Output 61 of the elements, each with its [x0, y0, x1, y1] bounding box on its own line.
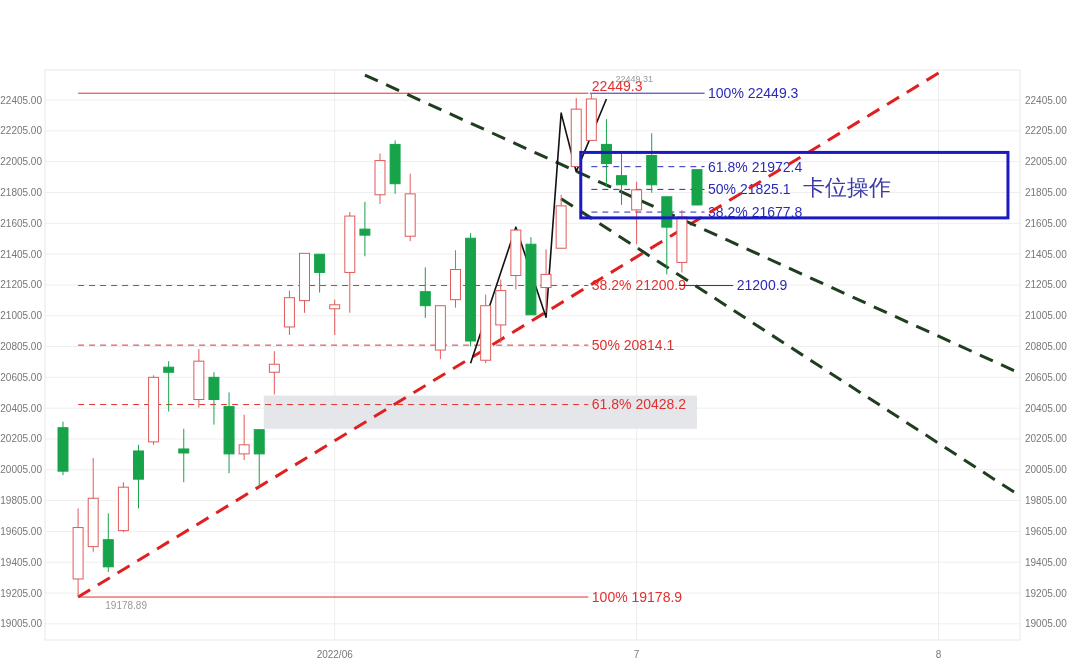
candlestick: [268, 350, 280, 395]
candlestick: [540, 248, 552, 314]
y2-tick-label: 21205.00: [1025, 279, 1068, 291]
candlestick: [616, 153, 627, 206]
ref-line-label: 38.2% 21200.9: [591, 277, 687, 294]
candlestick: [359, 201, 371, 257]
y2-tick-label: 19205.00: [1025, 587, 1068, 599]
x-tick-label: 8: [935, 649, 942, 660]
y2-tick-label: 20805.00: [1025, 341, 1068, 353]
y-tick-label: 20605.00: [0, 371, 43, 383]
y-tick-label: 22205.00: [0, 125, 43, 137]
x-tick-label: 2022/06: [316, 649, 354, 660]
y-tick-label: 22005.00: [0, 156, 43, 168]
y-tick-label: 19805.00: [0, 495, 43, 507]
annotation: 卡位操作: [802, 174, 891, 200]
y2-tick-label: 22405.00: [1025, 94, 1068, 106]
y2-tick-label: 20205.00: [1025, 433, 1068, 445]
x-tick-label: 7: [633, 649, 640, 660]
y2-tick-label: 21605.00: [1025, 217, 1068, 229]
y2-tick-label: 19005.00: [1025, 618, 1068, 630]
ref-line-label: 21200.9: [736, 277, 788, 294]
candlestick: [163, 360, 175, 413]
y-tick-label: 19405.00: [0, 556, 43, 568]
annotation: 19178.89: [105, 600, 148, 612]
y-tick-label: 21405.00: [0, 248, 43, 260]
y2-tick-label: 20605.00: [1025, 371, 1068, 383]
y2-tick-label: 19405.00: [1025, 556, 1068, 568]
y-tick-label: 21805.00: [0, 186, 43, 198]
y-tick-label: 20405.00: [0, 402, 43, 414]
candlestick: [631, 181, 643, 245]
y-tick-label: 21205.00: [0, 279, 43, 291]
y-tick-label: 20805.00: [0, 341, 43, 353]
ref-line-label: 50% 21825.1: [708, 181, 791, 198]
y2-tick-label: 22205.00: [1025, 125, 1068, 137]
ref-line-label: 100% 19178.9: [591, 588, 683, 605]
y-tick-label: 22405.00: [0, 94, 43, 106]
y2-tick-label: 21405.00: [1025, 248, 1068, 260]
y2-tick-label: 19605.00: [1025, 525, 1068, 537]
y2-tick-label: 21805.00: [1025, 186, 1068, 198]
y2-tick-label: 22005.00: [1025, 156, 1068, 168]
y-tick-label: 19205.00: [0, 587, 43, 599]
y-tick-label: 19005.00: [0, 618, 43, 630]
candlestick: [314, 253, 326, 294]
y-tick-label: 21605.00: [0, 217, 43, 229]
candlestick: [178, 428, 190, 483]
y-tick-label: 20205.00: [0, 433, 43, 445]
y-tick-label: 20005.00: [0, 464, 43, 476]
y2-tick-label: 20405.00: [1025, 402, 1068, 414]
ref-line-label: 61.8% 21972.4: [708, 158, 803, 175]
ref-line-label: 50% 20814.1: [591, 337, 675, 354]
ref-line-label: 100% 22449.3: [708, 85, 799, 102]
candlestick: [238, 414, 250, 461]
y2-tick-label: 20005.00: [1025, 464, 1068, 476]
y-tick-label: 21005.00: [0, 310, 43, 322]
candlestick: [419, 266, 431, 319]
candlestick: [329, 299, 341, 336]
candlestick: [208, 371, 220, 426]
ref-line-label: 61.8% 20428.2: [591, 396, 687, 413]
y-tick-label: 19605.00: [0, 525, 43, 537]
y2-tick-label: 21005.00: [1025, 310, 1068, 322]
y2-tick-label: 19805.00: [1025, 495, 1068, 507]
